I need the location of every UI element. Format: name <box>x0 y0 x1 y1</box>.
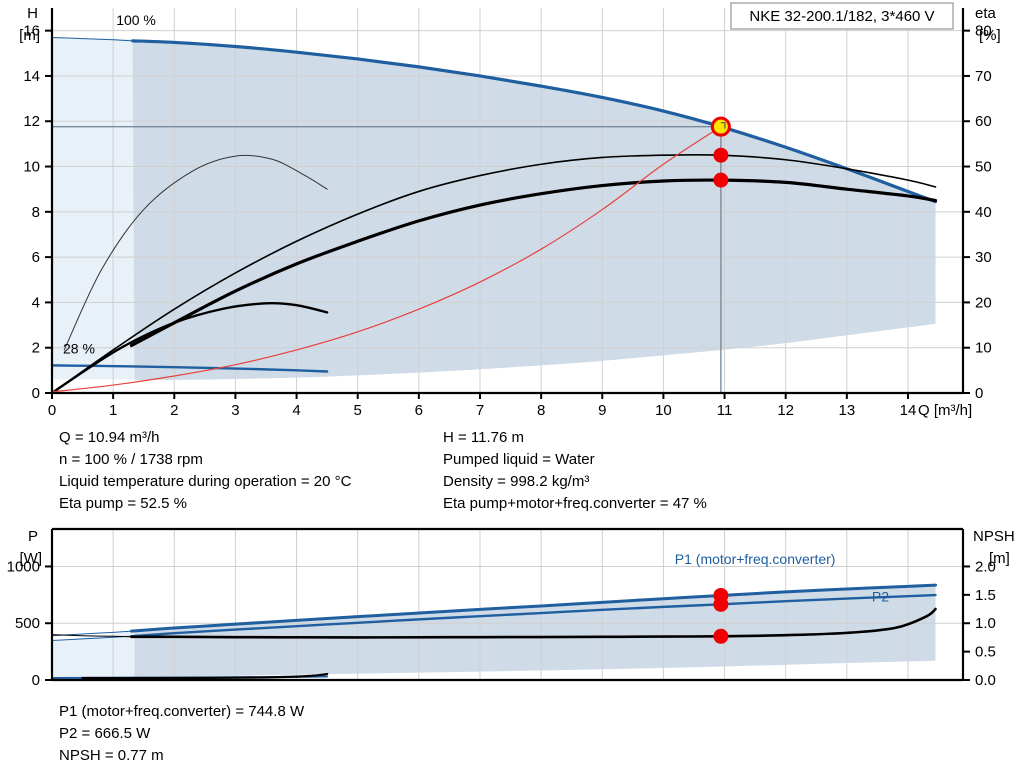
power-info: P1 (motor+freq.converter) = 744.8 W P2 =… <box>59 701 304 767</box>
left-axis-tick-label: 6 <box>32 249 40 266</box>
eta-axis-title: eta <box>975 5 997 22</box>
chart-title-text: NKE 32-200.1/182, 3*460 V <box>749 8 934 25</box>
npsh-axis-unit: [m] <box>989 550 1010 567</box>
right-axis-tick-label: 10 <box>975 340 992 357</box>
right-axis-tick-label: 20 <box>975 294 992 311</box>
left-axis-tick-label: 12 <box>23 113 40 130</box>
left-axis-tick-label: 0 <box>32 385 40 402</box>
duty-point-marker[interactable] <box>710 116 731 137</box>
curve-head-curve-thin-extension <box>51 36 134 42</box>
left-axis-tick-label: 1000 <box>7 558 40 575</box>
right-axis-tick-label: 70 <box>975 68 992 85</box>
curve-eta-pump-motor-freq-converter <box>129 178 938 348</box>
speed-label-max: 100 % <box>116 12 156 28</box>
head-axis-unit: [m] <box>19 27 40 44</box>
power-npsh-chart: 0 500 1000 0.0 0.5 1.0 1.5 2.0 P [W] NPSH [m] P1 (mo… <box>7 527 1015 689</box>
bottom-axis-tick-label: 4 <box>292 402 300 419</box>
duty-point-crosshair-icon <box>720 122 726 129</box>
curve-npsh-curve-100-speed <box>130 607 937 639</box>
speed-label-min: 28 % <box>63 340 95 356</box>
curve-p1-motor-freq-converter <box>129 583 937 633</box>
right-axis-tick-label: 1.0 <box>975 615 996 632</box>
right-axis-tick-label: 0 <box>975 385 983 402</box>
left-axis-tick-label: 14 <box>23 68 40 85</box>
right-axis-tick-label: 1.5 <box>975 587 996 604</box>
bottom-axis-tick-label: 8 <box>537 402 545 419</box>
p1-curve-label: P1 (motor+freq.converter) <box>675 551 836 567</box>
curve-head-curve-28-min-speed <box>50 364 329 373</box>
info-eta-pump: Eta pump = 52.5 % <box>59 495 187 512</box>
right-axis-tick-label: 80 <box>975 23 992 40</box>
eta-pump-duty-dot[interactable] <box>713 147 729 163</box>
left-axis-tick-label: 10 <box>23 159 40 176</box>
left-axis-tick-label: 2 <box>32 340 40 357</box>
envelope-min-speed-region <box>52 631 135 678</box>
left-axis-tick-label: 16 <box>23 23 40 40</box>
curve-eta-thin-upper-envelope-curve <box>63 154 328 351</box>
chart-title-box: NKE 32-200.1/182, 3*460 V <box>730 2 954 30</box>
bottom-axis-tick-label: 6 <box>415 402 423 419</box>
eta-total-duty-dot[interactable] <box>713 172 729 188</box>
curve-eta-pump-pump-efficiency <box>51 153 937 394</box>
curve-npsh-curve-red <box>51 126 722 393</box>
power-axis-unit: [W] <box>20 550 43 567</box>
bottom-axis-tick-label: 7 <box>476 402 484 419</box>
npsh-duty-dot[interactable] <box>713 628 729 644</box>
info-temperature: Liquid temperature during operation = 20… <box>59 473 352 490</box>
right-axis-tick-label: 0.5 <box>975 644 996 661</box>
bottom-axis-tick-label: 13 <box>838 402 855 419</box>
eta-axis-unit: [%] <box>979 27 1001 44</box>
right-axis-tick-label: 60 <box>975 113 992 130</box>
p2-curve-label: P2 <box>872 589 889 605</box>
bottom-axis-tick-label: 11 <box>717 402 733 419</box>
left-axis-tick-label: 500 <box>15 615 40 632</box>
info-speed: n = 100 % / 1738 rpm <box>59 451 203 468</box>
flow-axis-title: Q [m³/h] <box>918 402 972 419</box>
right-axis-tick-label: 0.0 <box>975 672 996 689</box>
bottom-axis-tick-label: 2 <box>170 402 178 419</box>
right-axis-tick-label: 30 <box>975 249 992 266</box>
info-npsh: NPSH = 0.77 m <box>59 747 164 764</box>
power-axis-title: P <box>28 528 38 545</box>
power-chart-root: 0 500 1000 0.0 0.5 1.0 1.5 2.0 P [W] NPSH [m] P1 (mo… <box>7 527 1015 689</box>
right-axis-tick-label: 50 <box>975 159 992 176</box>
bottom-axis-tick-label: 12 <box>777 402 794 419</box>
info-liquid: Pumped liquid = Water <box>443 451 595 468</box>
bottom-axis-tick-label: 9 <box>598 402 606 419</box>
head-axis-title: H <box>27 5 38 22</box>
operating-envelope <box>132 40 936 381</box>
info-flow: Q = 10.94 m³/h <box>59 429 160 446</box>
bottom-axis-tick-label: 3 <box>231 402 239 419</box>
info-p2: P2 = 666.5 W <box>59 725 151 742</box>
envelope-min-speed-region <box>52 37 135 380</box>
info-p1: P1 (motor+freq.converter) = 744.8 W <box>59 703 305 720</box>
curve-npsh-at-min-speed-28 <box>81 672 329 680</box>
npsh-axis-title: NPSH <box>973 528 1015 545</box>
duty-point-info-left: Q = 10.94 m³/h n = 100 % / 1738 rpm Liqu… <box>59 427 351 515</box>
left-axis-tick-label: 0 <box>32 672 40 689</box>
info-eta-total: Eta pump+motor+freq.converter = 47 % <box>443 495 707 512</box>
curve-head-curve-100-speed <box>131 39 938 204</box>
right-axis-tick-label: 2.0 <box>975 558 996 575</box>
curve-npsh-thin-extension <box>51 634 132 638</box>
bottom-axis-tick-label: 0 <box>48 402 56 419</box>
bottom-axis-tick-label: 5 <box>354 402 362 419</box>
left-axis-tick-label: 8 <box>32 204 40 221</box>
info-head: H = 11.76 m <box>443 429 525 446</box>
bottom-axis-tick-label: 1 <box>109 402 117 419</box>
bottom-axis-tick-label: 14 <box>900 402 917 419</box>
p2-duty-dot[interactable] <box>713 596 729 612</box>
chart-title-box-border <box>730 2 954 30</box>
curve-p2-shaft-power <box>130 593 937 638</box>
info-density: Density = 998.2 kg/m³ <box>443 473 590 490</box>
curve-eta-at-min-speed-28 <box>50 301 329 395</box>
bottom-axis-tick-label: 10 <box>655 402 672 419</box>
right-axis-tick-label: 40 <box>975 204 992 221</box>
operating-envelope <box>134 585 936 678</box>
left-axis-tick-label: 4 <box>32 294 40 311</box>
duty-point-info-right: H = 11.76 m Pumped liquid = Water Densit… <box>443 427 707 515</box>
